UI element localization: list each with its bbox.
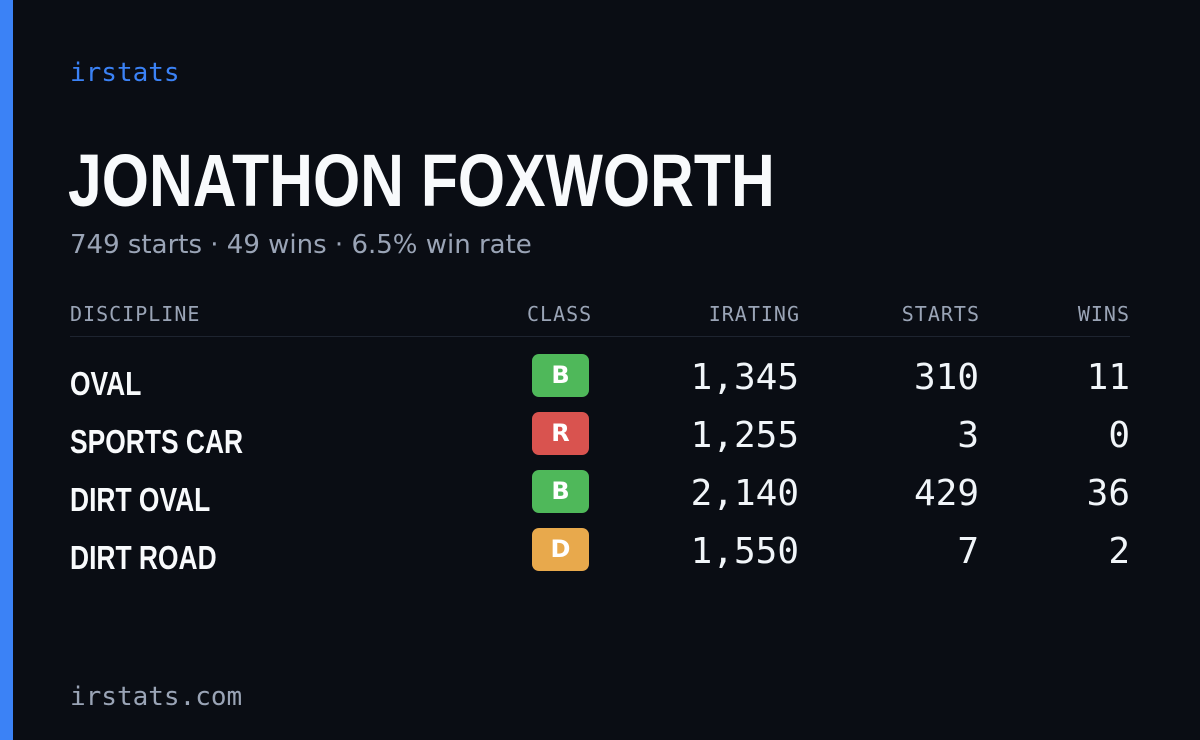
header-irating: IRATING — [708, 302, 800, 326]
footer-site-url: irstats.com — [70, 682, 243, 712]
discipline-stats-table: DISCIPLINE CLASS IRATING STARTS WINS OVA… — [70, 296, 1130, 586]
wins-value: 2 — [1108, 531, 1130, 572]
table-header: DISCIPLINE CLASS IRATING STARTS WINS — [70, 296, 1130, 337]
table-row: DIRT ROAD D 1,550 7 2 — [70, 528, 1130, 586]
header-starts: STARTS — [901, 302, 980, 326]
table-row: DIRT OVAL B 2,140 429 36 — [70, 470, 1130, 528]
driver-summary: 749 starts · 49 wins · 6.5% win rate — [70, 230, 532, 260]
irating-value: 1,345 — [690, 357, 799, 398]
driver-name: JONATHON FOXWORTH — [68, 139, 775, 222]
discipline-name: DIRT OVAL — [70, 481, 211, 518]
irating-value: 2,140 — [690, 473, 799, 514]
wins-value: 11 — [1086, 357, 1130, 398]
discipline-name: SPORTS CAR — [70, 423, 244, 460]
wins-value: 36 — [1086, 473, 1130, 514]
class-badge: R — [532, 412, 589, 455]
brand-logo-text: irstats — [70, 58, 180, 88]
discipline-name: DIRT ROAD — [70, 539, 217, 576]
accent-bar — [0, 0, 13, 740]
table-row: SPORTS CAR R 1,255 3 0 — [70, 412, 1130, 470]
class-badge: B — [532, 354, 589, 397]
starts-value: 3 — [957, 415, 979, 456]
table-row: OVAL B 1,345 310 11 — [70, 354, 1130, 412]
starts-value: 310 — [913, 357, 979, 398]
discipline-name: OVAL — [70, 365, 142, 402]
irating-value: 1,255 — [690, 415, 799, 456]
class-badge: B — [532, 470, 589, 513]
starts-value: 429 — [913, 473, 979, 514]
irating-value: 1,550 — [690, 531, 799, 572]
class-badge: D — [532, 528, 589, 571]
wins-value: 0 — [1108, 415, 1130, 456]
header-discipline: DISCIPLINE — [70, 302, 201, 326]
starts-value: 7 — [957, 531, 979, 572]
header-wins: WINS — [1077, 302, 1130, 326]
header-class: CLASS — [527, 302, 593, 326]
